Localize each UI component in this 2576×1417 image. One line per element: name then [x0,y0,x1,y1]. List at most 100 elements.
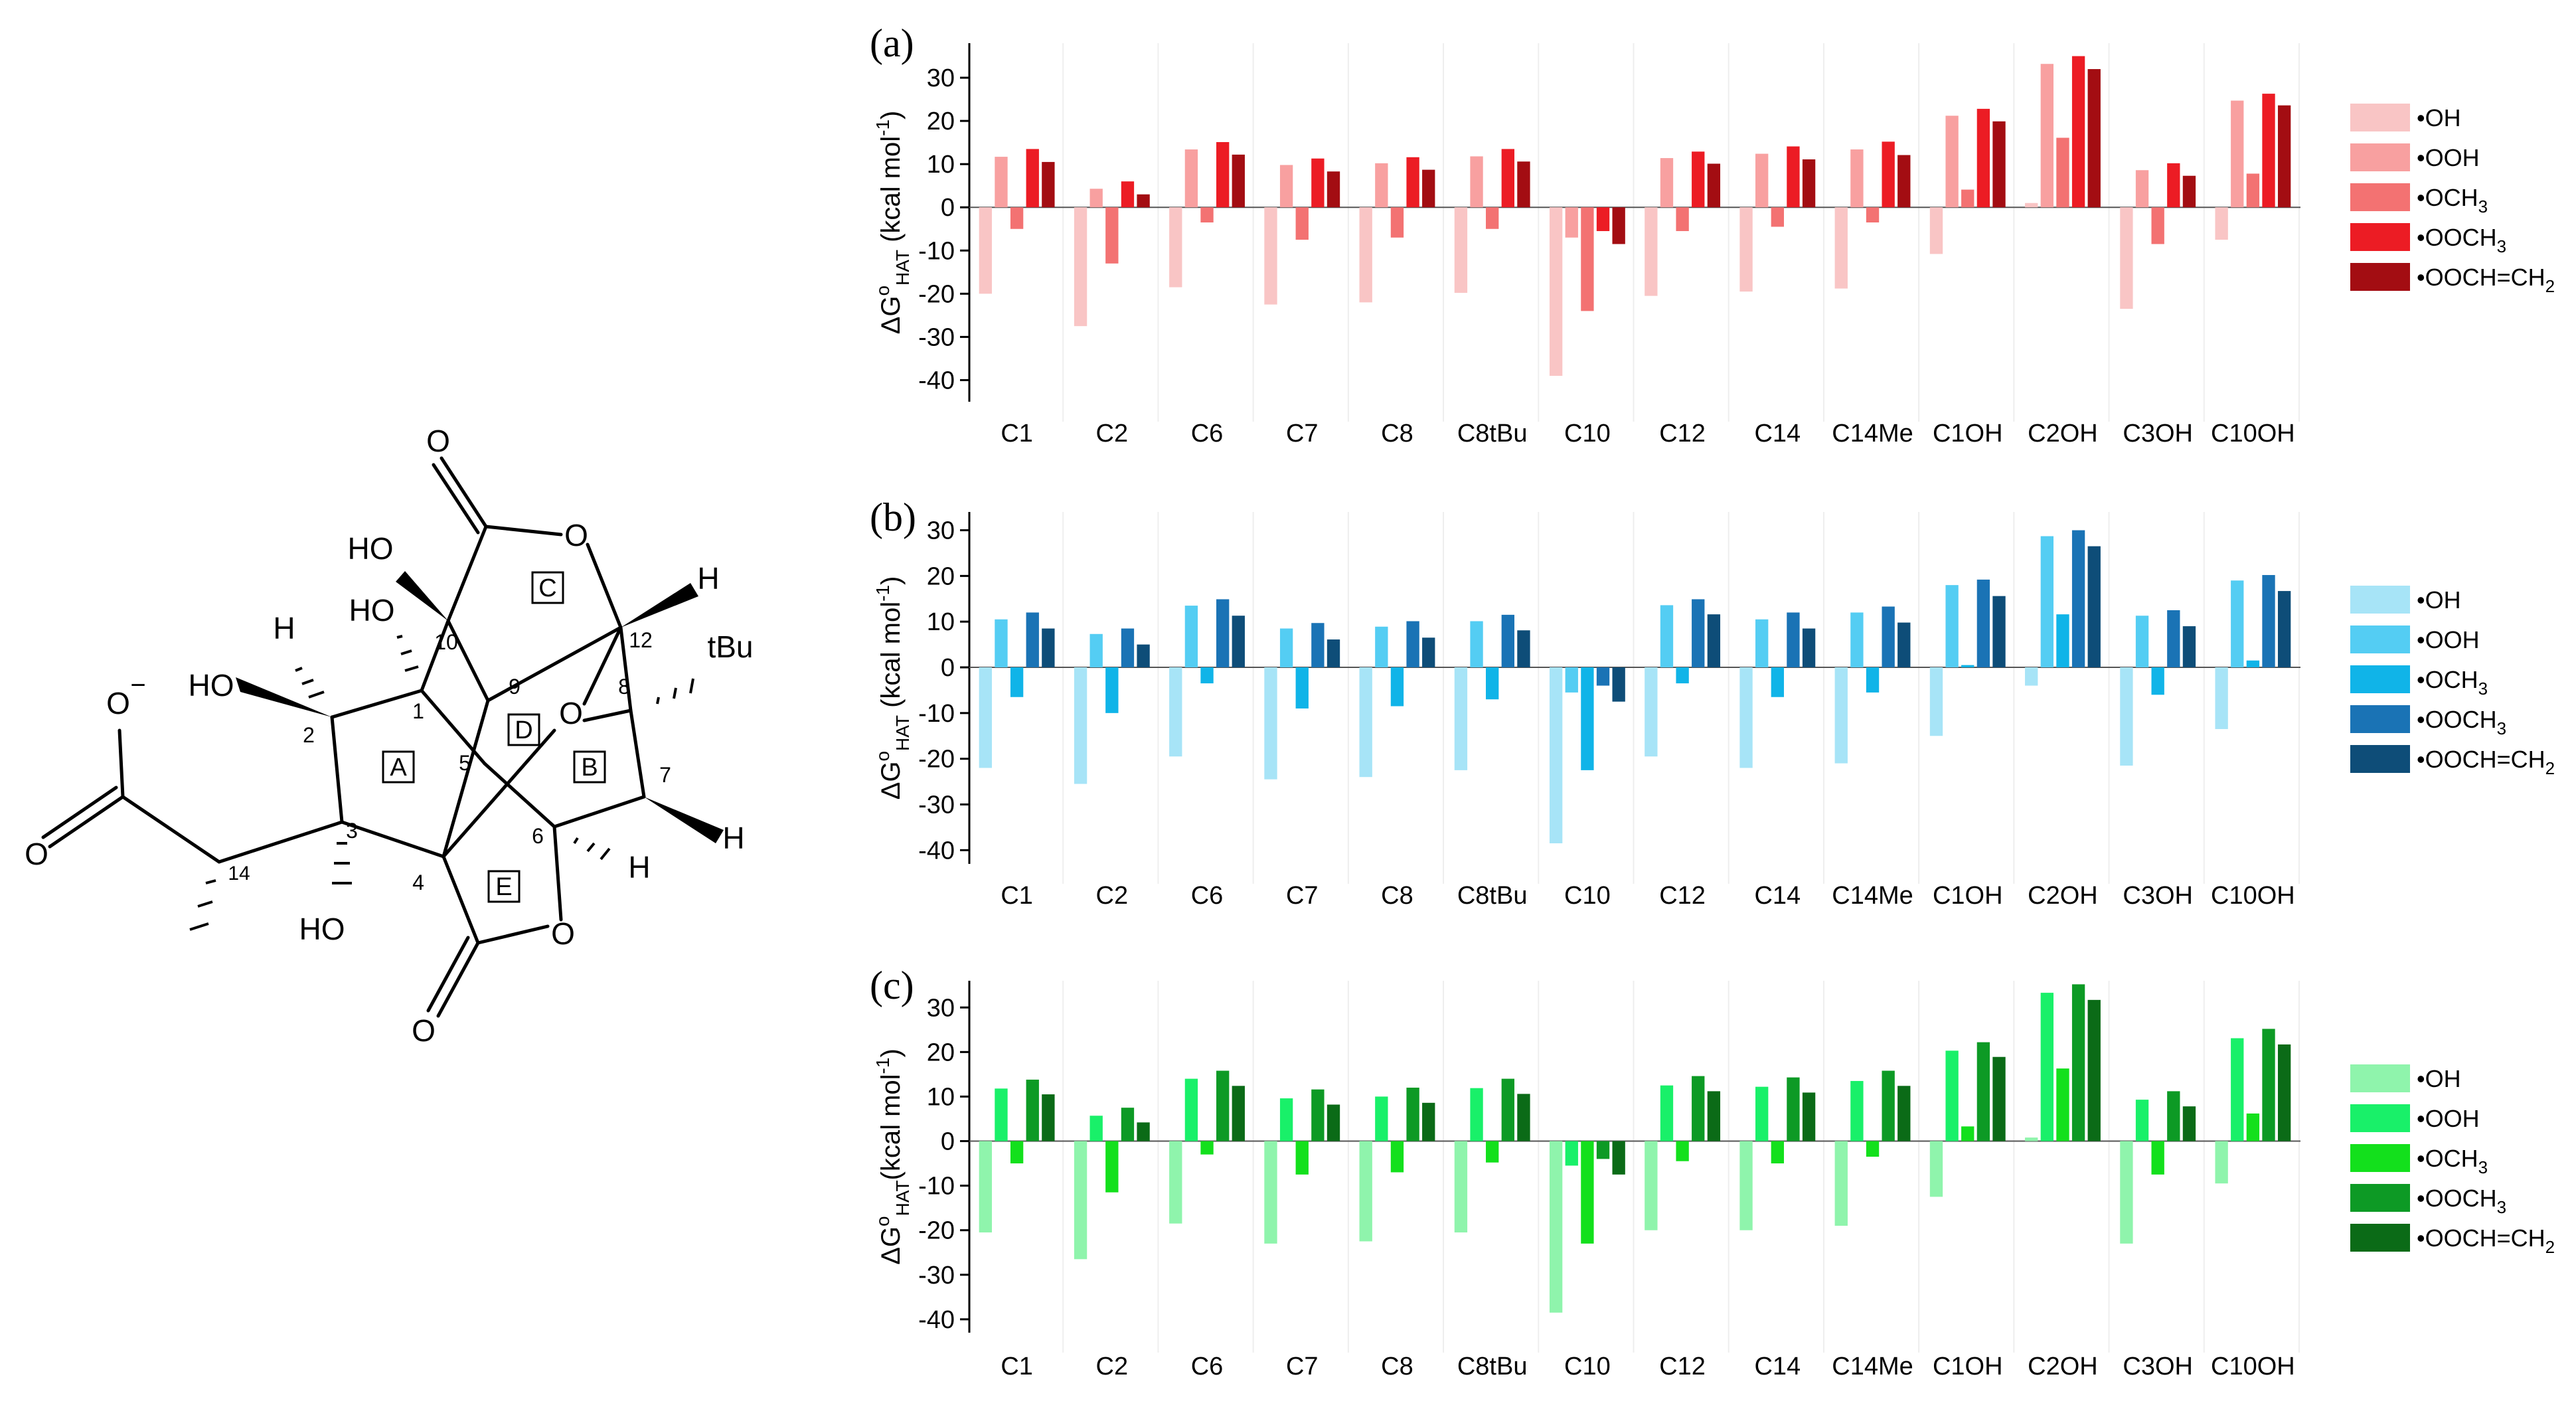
bar [1961,189,1974,208]
wedge-bond [621,583,698,627]
bar [1470,1088,1483,1141]
ring-label: B [581,754,598,782]
bar [995,157,1008,208]
y-tick-label: 30 [927,517,955,545]
bar [1501,1078,1514,1141]
bar [2025,1137,2038,1141]
bar [2277,591,2291,668]
bar [2120,207,2133,309]
bar [1042,161,1055,208]
bond [486,625,623,703]
bond [432,463,480,535]
bar [1137,644,1150,668]
bond [582,625,623,706]
molecule-structure: A B C D E O HO O H HO H HO O − O tBu O H… [25,424,753,1048]
legend-label: •OH [2417,104,2461,131]
hash-bond [301,679,314,685]
y-tick-label: 0 [941,1128,955,1156]
bar [1042,1094,1055,1141]
y-tick-label: 30 [927,64,955,92]
bar [1581,667,1594,770]
bar [1850,612,1864,668]
bar [1470,621,1483,668]
chart-panel-a: -40 -30 -20 -10 0 10 20 30 C1 C2 C6 C7 C8 C8tBu C10 C12… [870,21,2555,448]
legend-label: •OH [2417,586,2461,614]
hash-bond [586,842,596,853]
bar [1992,121,2006,208]
bar [1486,207,1499,229]
x-tick-label: C10 [1564,420,1611,448]
bar [2151,1141,2164,1175]
wedge-bond [644,797,724,843]
wedge-bond [396,571,448,621]
bar [1707,614,1721,668]
bar [1311,1089,1325,1141]
legend-swatch [2350,625,2410,653]
bar [995,1088,1008,1141]
bar [1327,639,1340,668]
bar [1645,1141,1658,1230]
bar [2025,667,2038,686]
bar [2167,163,2180,208]
bar [1406,621,1419,668]
x-tick-label: C10OH [2211,420,2295,448]
bond [582,708,633,722]
bar [2071,984,2085,1141]
atom-label: HO [189,668,234,703]
bar [1311,623,1325,668]
x-tick-label: C14Me [1832,882,1913,910]
bond [442,728,556,859]
bar [1010,1141,1024,1164]
bond [476,924,550,945]
panel-label: (a) [870,21,914,65]
bar [979,667,993,768]
y-tick-label: 10 [927,608,955,636]
y-axis-label: ΔGoHAT (kcal mol-1) [872,111,913,335]
bar [1454,667,1468,770]
atom-label: O [564,518,588,552]
bar [1517,161,1530,208]
bar [2120,1141,2133,1244]
atom-label: HO [299,912,345,946]
y-tick-label: -10 [918,237,955,265]
bar [1739,207,1753,292]
bar [2040,64,2054,208]
bar [1501,149,1514,208]
bar [1929,1141,1943,1197]
y-tick-label: 20 [927,1039,955,1066]
bar [2246,173,2260,208]
bar [1739,667,1753,768]
bar [1074,1141,1087,1260]
bar [1454,207,1468,293]
atom-label: O [106,686,130,720]
bar [1470,156,1483,208]
bar [1121,181,1135,208]
bar [1375,163,1388,208]
ring-e-box [487,870,521,903]
bar [1264,1141,1277,1244]
x-tick-label: C1OH [1933,882,2003,910]
x-tick-label: C8 [1381,420,1413,448]
bar [1565,667,1578,693]
x-tick-label: C8tBu [1457,882,1528,910]
bar [1802,628,1816,668]
bar [1295,667,1309,708]
bond [48,795,125,849]
bar [1279,628,1293,668]
bar [1517,630,1530,668]
y-tick-label: 30 [927,994,955,1022]
bar [1089,633,1103,668]
bar [1596,667,1610,686]
hash-bond [400,649,412,655]
bar [1074,667,1087,784]
bar [1010,667,1024,697]
hash-bond [673,687,677,699]
bar [1945,1050,1959,1141]
bar [2167,1091,2180,1141]
bar [2087,546,2101,668]
y-axis-label: ΔGoHAT(kcal mol-1) [872,1048,913,1265]
bond [552,795,646,829]
wedge-bond [236,677,332,717]
bar [1327,1104,1340,1141]
bar [2231,1038,2244,1141]
